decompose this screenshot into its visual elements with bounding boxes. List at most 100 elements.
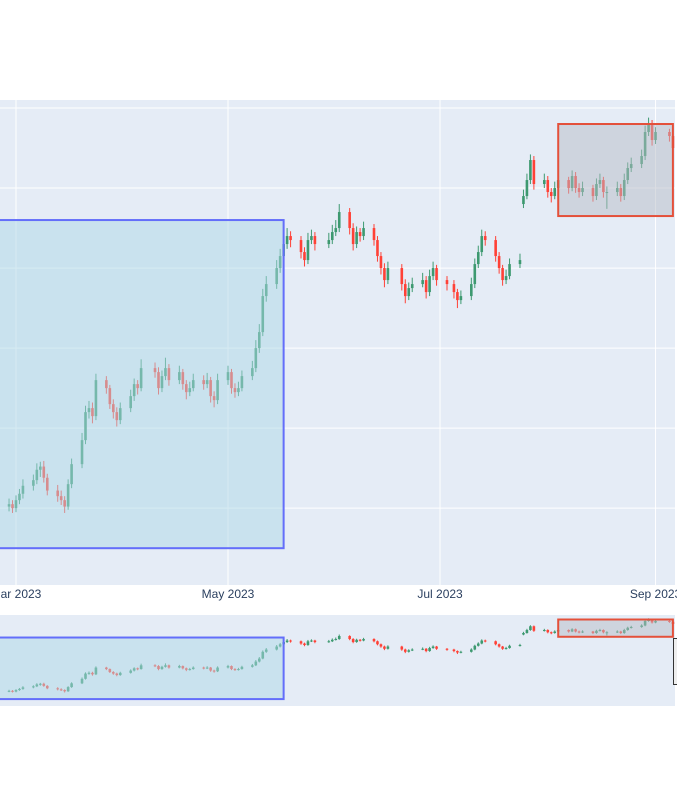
candle-body (421, 648, 424, 650)
candle-body (358, 639, 362, 641)
candle-body (445, 280, 449, 285)
candle-body (522, 633, 525, 635)
highlight-shape (557, 618, 674, 638)
candle-body (424, 648, 428, 652)
candle-body (549, 192, 553, 197)
candle-body (470, 649, 473, 652)
highlight-shape (0, 219, 285, 550)
candle-body (421, 280, 424, 285)
candle-body (379, 256, 383, 269)
candle-body (334, 228, 338, 233)
candle-body (473, 264, 477, 285)
candle-body (525, 630, 529, 634)
candle-body (470, 284, 473, 297)
candle-body (285, 236, 289, 245)
candle-body (410, 649, 414, 651)
candle-body (504, 276, 508, 281)
candle-body (473, 645, 477, 650)
rangeslider-handle[interactable] (673, 638, 677, 685)
candle-body (303, 252, 306, 261)
candle-body (494, 240, 497, 257)
candle-body (483, 640, 487, 642)
candle-body (431, 268, 435, 277)
candle-body (376, 240, 379, 257)
rangeslider[interactable] (0, 618, 675, 701)
candle-body (310, 236, 313, 241)
candle-body (476, 643, 480, 646)
candle-body (456, 651, 459, 653)
candle-body (358, 232, 362, 237)
candle-body (522, 196, 525, 205)
candle-body (400, 646, 404, 650)
candle-body (476, 252, 480, 265)
candle-body (383, 646, 386, 649)
candle-body (313, 236, 317, 245)
candle-body (289, 236, 292, 241)
candle-body (553, 631, 557, 634)
candle-body (501, 646, 504, 649)
x-tick-label: Mar 2023 (0, 587, 42, 601)
candle-body (459, 651, 463, 653)
candle-body (480, 236, 484, 253)
candle-body (553, 188, 557, 197)
candle-body (532, 626, 536, 631)
candle-body (337, 636, 341, 640)
candle-body (376, 641, 379, 645)
candle-body (483, 236, 487, 241)
x-axis: Mar 2023 May 2023 Jul 2023 Sep 2023 (0, 587, 677, 601)
x-tick-label: May 2023 (202, 587, 255, 601)
candle-body (330, 639, 334, 642)
candle-body (543, 630, 546, 632)
candle-body (410, 284, 414, 289)
candle-body (452, 649, 456, 652)
candle-body (525, 180, 529, 197)
candle-body (303, 643, 306, 646)
candle-body (337, 212, 341, 229)
candle-body (403, 284, 407, 297)
candle-body (299, 240, 303, 253)
candle-body (334, 639, 338, 641)
candle-body (330, 232, 334, 241)
candle-body (445, 648, 449, 650)
candle-body (386, 268, 390, 281)
candle-body (379, 644, 383, 647)
candle-body (546, 180, 550, 193)
candle-body (348, 212, 351, 229)
candle-body (289, 640, 292, 642)
candle-body (501, 268, 504, 281)
candle-body (431, 646, 435, 649)
candle-body (435, 646, 438, 649)
candle-body (549, 632, 553, 634)
candle-body (327, 240, 331, 245)
candle-body (403, 649, 407, 652)
candle-body (480, 640, 484, 644)
candle-body (306, 240, 310, 261)
candle-body (348, 636, 351, 640)
candle-body (407, 650, 411, 652)
candle-body (497, 256, 501, 269)
candle-body (306, 641, 310, 646)
highlight-shape (557, 123, 674, 218)
candle-body (435, 268, 438, 281)
candle-body (372, 639, 376, 642)
candle-body (518, 260, 522, 265)
highlight-shape (0, 636, 285, 701)
candle-body (424, 280, 428, 293)
candle-body (386, 646, 390, 649)
candle-body (459, 296, 463, 301)
x-tick-label: Sep 2023 (630, 587, 677, 601)
plot-area (0, 117, 675, 550)
candle-body (362, 228, 365, 237)
x-tick-label: Jul 2023 (417, 587, 463, 601)
candle-body (351, 639, 355, 643)
candle-body (452, 284, 456, 293)
candle-body (504, 648, 508, 650)
candle-body (508, 645, 511, 649)
candle-body (518, 645, 522, 647)
candle-body (383, 268, 386, 281)
candle-body (428, 648, 431, 652)
candle-body (428, 276, 431, 293)
candle-body (532, 160, 536, 185)
candle-body (362, 639, 365, 641)
